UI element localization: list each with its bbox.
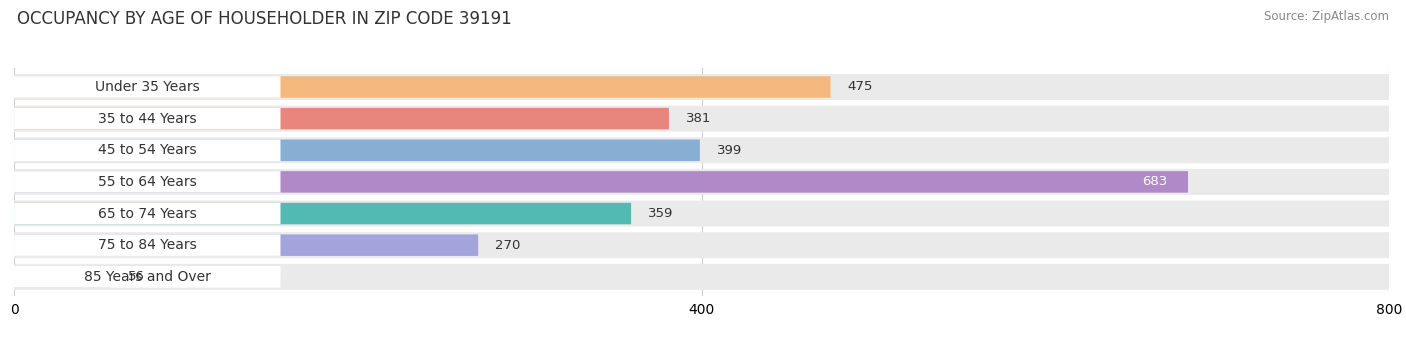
Text: 475: 475 (848, 81, 873, 94)
FancyBboxPatch shape (14, 108, 669, 130)
FancyBboxPatch shape (14, 139, 280, 161)
Text: 399: 399 (717, 144, 742, 157)
Text: 45 to 54 Years: 45 to 54 Years (98, 143, 197, 157)
FancyBboxPatch shape (14, 108, 280, 130)
Text: Under 35 Years: Under 35 Years (94, 80, 200, 94)
FancyBboxPatch shape (14, 266, 110, 288)
FancyBboxPatch shape (14, 171, 280, 193)
FancyBboxPatch shape (14, 171, 1188, 193)
FancyBboxPatch shape (14, 169, 1389, 195)
Text: Source: ZipAtlas.com: Source: ZipAtlas.com (1264, 10, 1389, 23)
FancyBboxPatch shape (14, 232, 1389, 258)
Text: 359: 359 (648, 207, 673, 220)
Text: 56: 56 (128, 270, 145, 283)
Text: OCCUPANCY BY AGE OF HOUSEHOLDER IN ZIP CODE 39191: OCCUPANCY BY AGE OF HOUSEHOLDER IN ZIP C… (17, 10, 512, 28)
Text: 270: 270 (495, 239, 520, 252)
Text: 65 to 74 Years: 65 to 74 Years (98, 206, 197, 221)
FancyBboxPatch shape (14, 264, 1389, 290)
FancyBboxPatch shape (14, 234, 478, 256)
Text: 381: 381 (686, 112, 711, 125)
FancyBboxPatch shape (14, 203, 631, 224)
FancyBboxPatch shape (14, 201, 1389, 226)
FancyBboxPatch shape (14, 139, 700, 161)
FancyBboxPatch shape (14, 137, 1389, 163)
FancyBboxPatch shape (14, 266, 280, 288)
FancyBboxPatch shape (14, 74, 1389, 100)
FancyBboxPatch shape (14, 234, 280, 256)
FancyBboxPatch shape (14, 76, 831, 98)
Text: 55 to 64 Years: 55 to 64 Years (98, 175, 197, 189)
Text: 35 to 44 Years: 35 to 44 Years (98, 112, 197, 125)
Text: 75 to 84 Years: 75 to 84 Years (98, 238, 197, 252)
FancyBboxPatch shape (14, 203, 280, 224)
FancyBboxPatch shape (14, 106, 1389, 132)
FancyBboxPatch shape (14, 76, 280, 98)
Text: 85 Years and Over: 85 Years and Over (84, 270, 211, 284)
Text: 683: 683 (1142, 175, 1167, 188)
